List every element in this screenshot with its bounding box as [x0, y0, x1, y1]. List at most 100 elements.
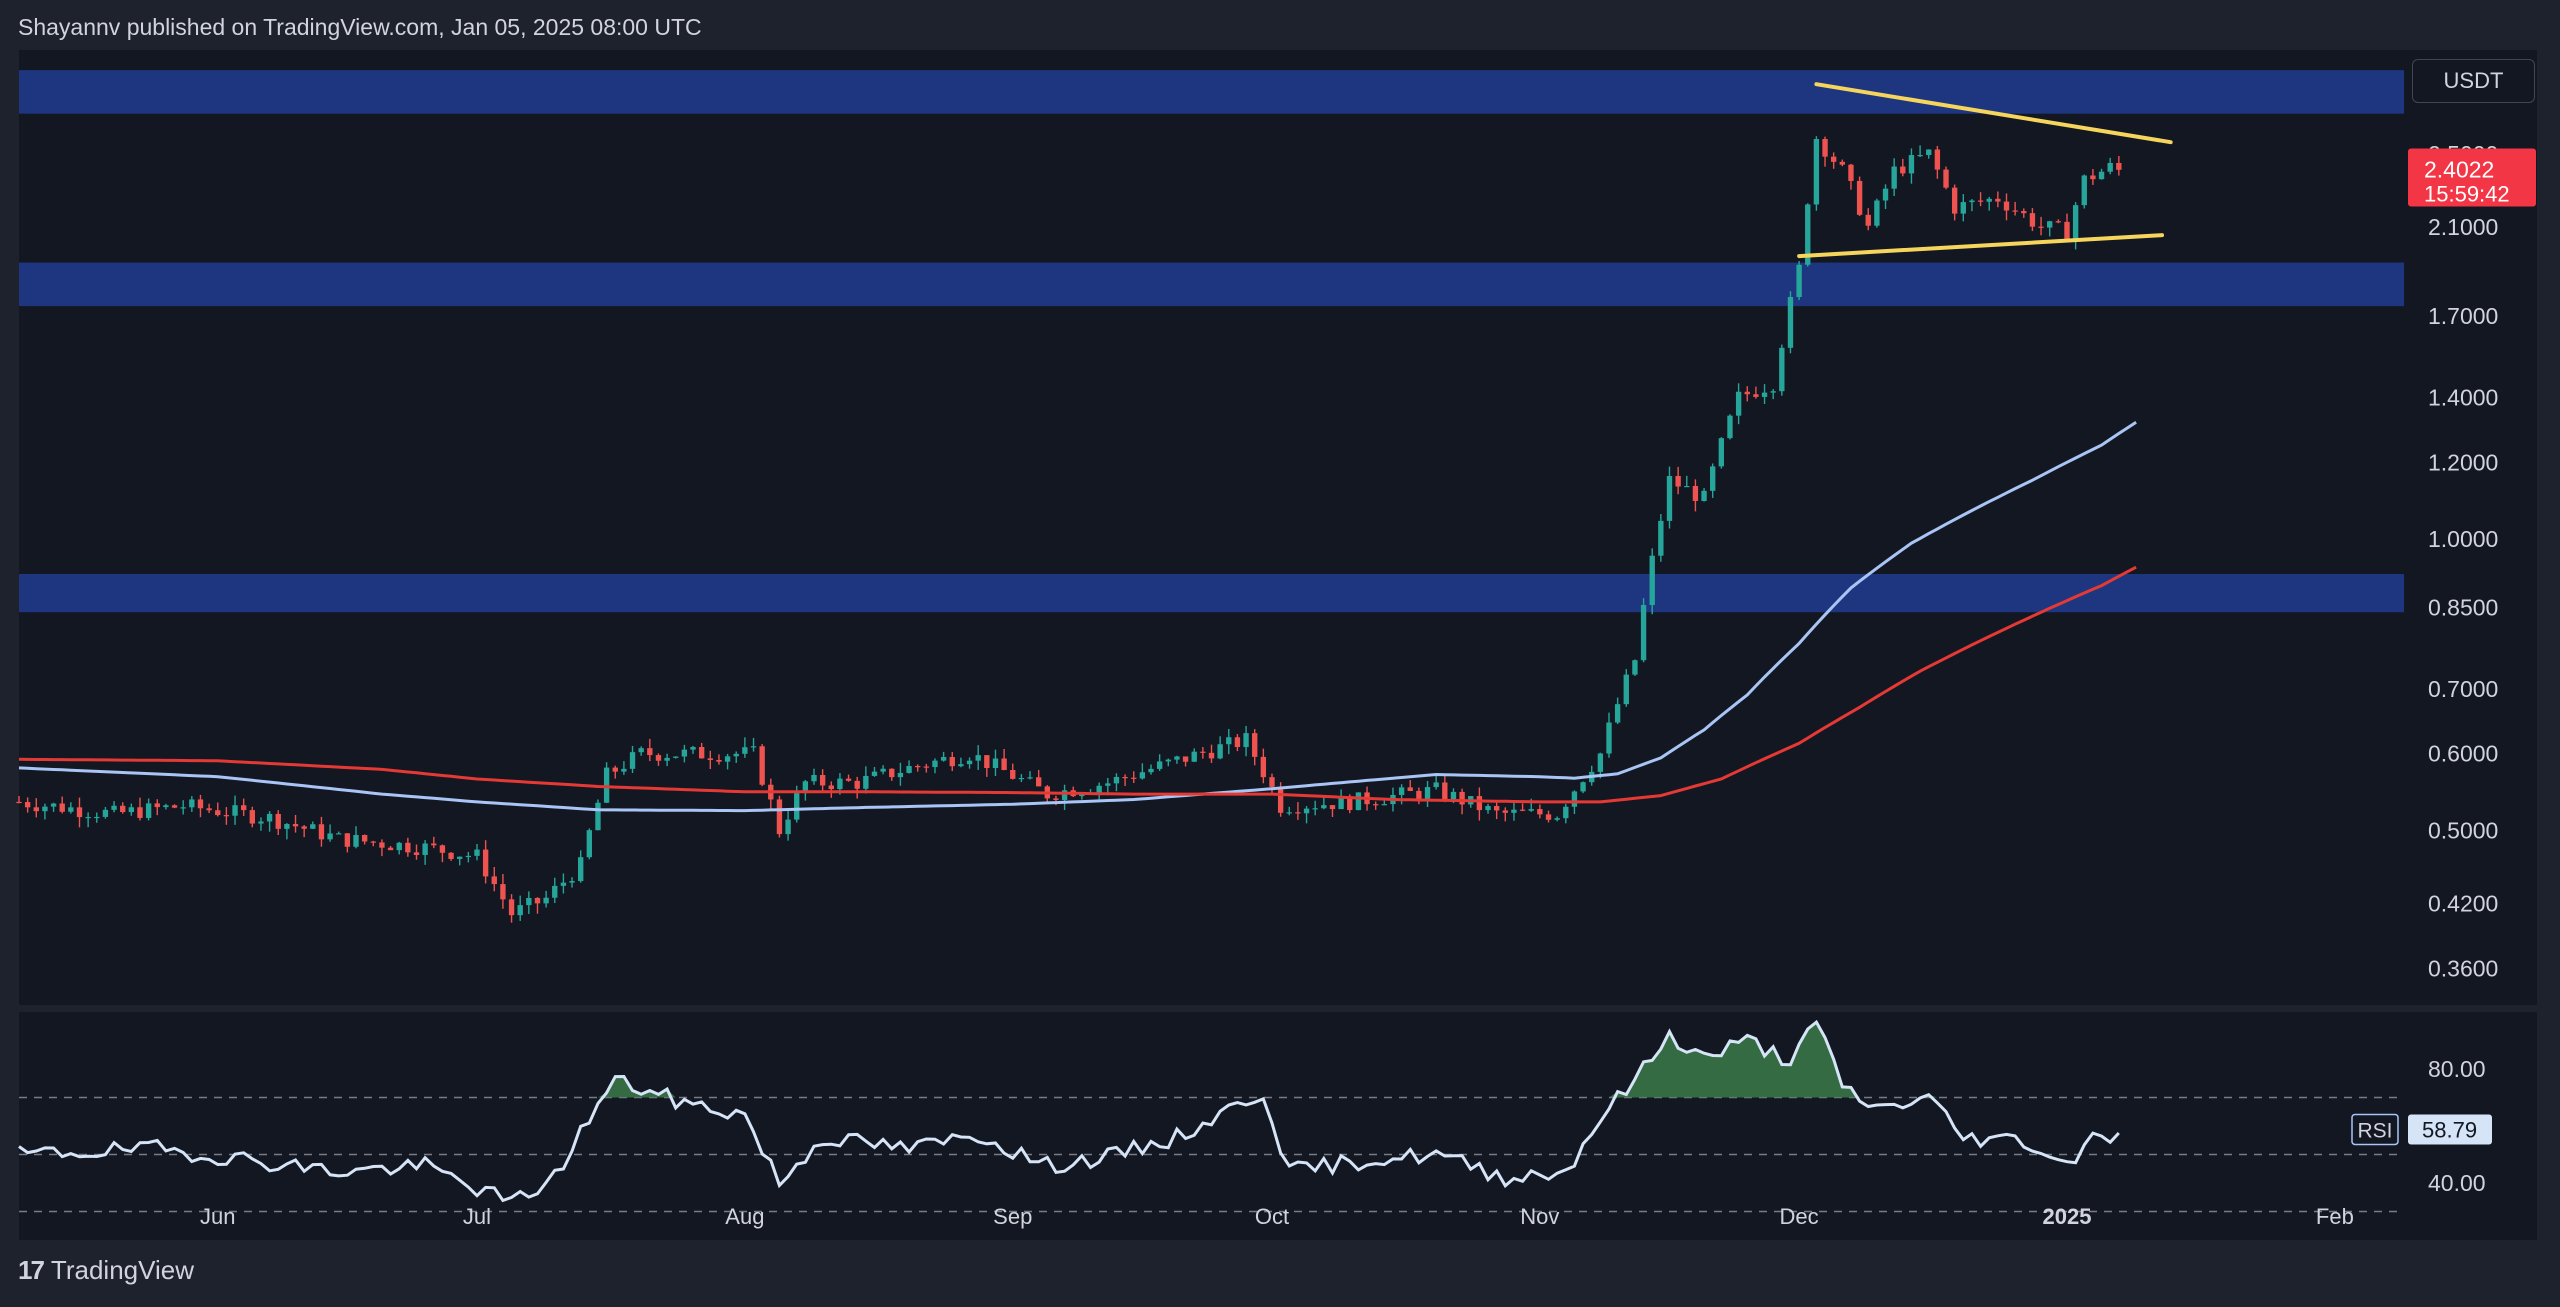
- candle: [854, 776, 860, 799]
- candle-body: [500, 884, 506, 900]
- candle: [2038, 216, 2044, 236]
- candle-body: [120, 805, 126, 813]
- candle-body: [1753, 394, 1759, 397]
- candle: [379, 839, 385, 857]
- candle-body: [1182, 756, 1189, 762]
- candle: [984, 755, 990, 777]
- candle: [1061, 784, 1068, 811]
- candle: [361, 834, 368, 845]
- candle: [958, 757, 964, 768]
- candle-body: [249, 810, 255, 824]
- candle: [1891, 158, 1897, 196]
- time-tick-label: Jul: [463, 1204, 491, 1229]
- candle-body: [1865, 214, 1871, 226]
- rsi-axis: 80.00 40.00 RSI 58.79: [2351, 1056, 2492, 1196]
- candle-body: [154, 803, 160, 808]
- candle-body: [361, 835, 368, 842]
- candle: [1096, 782, 1102, 802]
- candle: [1537, 804, 1543, 819]
- candle: [949, 751, 955, 772]
- candle-body: [128, 807, 135, 813]
- candle-body: [897, 772, 904, 778]
- candle-body: [68, 807, 74, 812]
- candle-body: [1995, 198, 2001, 202]
- candle-body: [1053, 798, 1059, 800]
- candle: [1926, 149, 1932, 159]
- candle: [508, 894, 515, 923]
- candle: [1735, 383, 1742, 425]
- candle-body: [1951, 187, 1958, 214]
- candle: [1511, 800, 1517, 821]
- candle: [612, 765, 618, 779]
- candle: [318, 816, 325, 847]
- candle: [396, 841, 402, 855]
- candle-body: [1485, 806, 1491, 811]
- candle-body: [1528, 809, 1534, 811]
- candle-body: [716, 760, 722, 762]
- candle: [1658, 514, 1664, 562]
- time-tick-label: Sep: [993, 1204, 1032, 1229]
- candle-body: [111, 805, 117, 810]
- candle-body: [1373, 804, 1379, 806]
- candle-body: [1891, 166, 1897, 189]
- candle: [1476, 787, 1483, 821]
- candle-body: [966, 760, 973, 765]
- candle-body: [215, 810, 221, 816]
- candle: [1977, 192, 1984, 207]
- candle-body: [1614, 704, 1621, 723]
- candle-body: [465, 855, 472, 858]
- candle-body: [457, 856, 463, 859]
- candle-body: [1744, 391, 1750, 395]
- candle-body: [915, 766, 921, 768]
- candle-body: [2029, 213, 2036, 227]
- candle-body: [1666, 475, 1673, 521]
- candle: [759, 744, 765, 787]
- candle-body: [379, 842, 385, 848]
- candle-body: [517, 905, 523, 916]
- candle-body: [1329, 805, 1336, 810]
- candle-body: [431, 843, 437, 846]
- candle-body: [759, 746, 765, 785]
- candle: [1839, 159, 1845, 167]
- candle: [215, 802, 221, 817]
- time-tick-label: Nov: [1520, 1204, 1559, 1229]
- candle: [2098, 168, 2105, 180]
- candle: [1174, 755, 1180, 764]
- candle: [413, 844, 420, 860]
- candle-body: [794, 793, 800, 820]
- candle: [863, 766, 869, 794]
- rsi-pane-bg: [19, 1012, 2537, 1240]
- candle: [1900, 158, 1906, 177]
- candle: [906, 760, 912, 774]
- candle: [603, 762, 610, 804]
- candle-body: [1035, 777, 1042, 787]
- price-tick-label: 0.4200: [2428, 891, 2498, 917]
- candle: [1027, 771, 1033, 780]
- currency-button[interactable]: USDT: [2412, 59, 2535, 103]
- candle-body: [2064, 221, 2070, 240]
- tradingview-logo[interactable]: 17 TradingView: [18, 1255, 194, 1286]
- candle: [120, 802, 126, 814]
- candle: [1303, 806, 1310, 824]
- candle: [1787, 291, 1794, 354]
- candle: [1675, 466, 1681, 495]
- rsi-name-label: RSI: [2357, 1119, 2392, 1142]
- candle-body: [413, 852, 420, 855]
- candle: [2090, 169, 2096, 185]
- candle: [1156, 754, 1163, 772]
- candle-body: [448, 852, 454, 859]
- candle: [50, 802, 57, 812]
- candle: [275, 810, 281, 836]
- candle-body: [578, 857, 584, 882]
- candle-body: [258, 821, 264, 824]
- candle: [578, 850, 584, 883]
- candle-body: [1537, 809, 1543, 815]
- candle-body: [906, 766, 912, 773]
- candle: [1321, 796, 1327, 810]
- candle: [595, 799, 601, 831]
- bar-countdown: 15:59:42: [2424, 182, 2510, 207]
- support-resistance-zones: [19, 70, 2404, 613]
- price-tick-label: 1.2000: [2428, 449, 2498, 475]
- candle-body: [1571, 791, 1578, 807]
